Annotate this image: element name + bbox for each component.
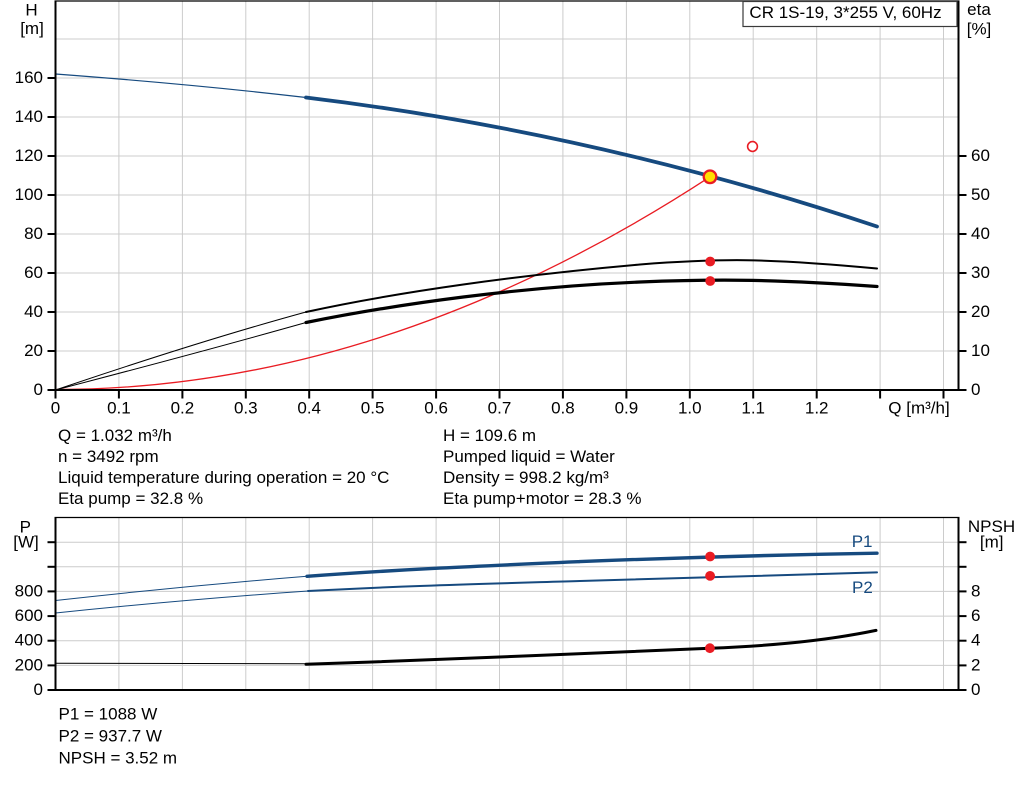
svg-text:0: 0 [971, 380, 980, 399]
svg-text:40: 40 [971, 224, 990, 243]
svg-text:6: 6 [971, 606, 980, 625]
svg-text:[m]: [m] [20, 19, 44, 38]
svg-text:140: 140 [15, 107, 43, 126]
svg-text:P: P [20, 517, 31, 536]
svg-text:Eta pump = 32.8 %: Eta pump = 32.8 % [58, 489, 203, 508]
svg-text:0.6: 0.6 [424, 398, 448, 417]
svg-text:P1: P1 [852, 532, 873, 551]
svg-text:30: 30 [971, 263, 990, 282]
svg-text:Q = 1.032 m³/h: Q = 1.032 m³/h [58, 426, 172, 445]
svg-text:8: 8 [971, 581, 980, 600]
svg-text:[m]: [m] [980, 533, 1004, 552]
svg-text:60: 60 [24, 263, 43, 282]
svg-text:CR 1S-19, 3*255 V, 60Hz: CR 1S-19, 3*255 V, 60Hz [749, 3, 941, 22]
svg-text:40: 40 [24, 302, 43, 321]
svg-text:P2: P2 [852, 578, 873, 597]
svg-text:eta: eta [967, 0, 991, 19]
svg-text:Liquid temperature during oper: Liquid temperature during operation = 20… [58, 468, 389, 487]
svg-text:1.1: 1.1 [741, 398, 765, 417]
svg-text:200: 200 [15, 655, 43, 674]
svg-text:800: 800 [15, 581, 43, 600]
svg-text:0.9: 0.9 [615, 398, 639, 417]
svg-text:0.4: 0.4 [297, 398, 321, 417]
svg-text:P2 = 937.7 W: P2 = 937.7 W [59, 727, 162, 746]
svg-text:100: 100 [15, 185, 43, 204]
svg-text:Eta pump+motor = 28.3 %: Eta pump+motor = 28.3 % [443, 489, 641, 508]
svg-text:1.2: 1.2 [805, 398, 829, 417]
svg-text:20: 20 [24, 341, 43, 360]
svg-text:600: 600 [15, 606, 43, 625]
svg-text:20: 20 [971, 302, 990, 321]
svg-text:P1 = 1088 W: P1 = 1088 W [59, 705, 158, 724]
svg-text:n = 3492 rpm: n = 3492 rpm [58, 447, 159, 466]
svg-text:H: H [25, 0, 37, 19]
svg-text:0.3: 0.3 [234, 398, 258, 417]
svg-text:0: 0 [971, 680, 980, 699]
svg-text:0.5: 0.5 [361, 398, 385, 417]
svg-text:0.1: 0.1 [107, 398, 131, 417]
svg-text:Density = 998.2 kg/m³: Density = 998.2 kg/m³ [443, 468, 609, 487]
svg-text:0.7: 0.7 [488, 398, 512, 417]
svg-text:160: 160 [15, 68, 43, 87]
svg-text:NPSH = 3.52 m: NPSH = 3.52 m [59, 749, 178, 768]
svg-text:0: 0 [34, 680, 43, 699]
svg-text:Q [m³/h]: Q [m³/h] [888, 398, 949, 417]
svg-text:2: 2 [971, 655, 980, 674]
svg-text:0.2: 0.2 [171, 398, 195, 417]
svg-text:0: 0 [51, 398, 60, 417]
svg-text:120: 120 [15, 146, 43, 165]
svg-text:400: 400 [15, 631, 43, 650]
svg-text:[W]: [W] [13, 532, 39, 551]
svg-text:80: 80 [24, 224, 43, 243]
svg-text:50: 50 [971, 185, 990, 204]
svg-text:0: 0 [34, 380, 43, 399]
svg-text:4: 4 [971, 631, 980, 650]
svg-text:60: 60 [971, 146, 990, 165]
svg-text:[%]: [%] [967, 20, 992, 39]
svg-text:0.8: 0.8 [551, 398, 575, 417]
svg-text:NPSH: NPSH [968, 517, 1015, 536]
svg-text:Pumped liquid = Water: Pumped liquid = Water [443, 447, 615, 466]
svg-text:10: 10 [971, 341, 990, 360]
svg-text:H = 109.6 m: H = 109.6 m [443, 426, 536, 445]
svg-text:1.0: 1.0 [678, 398, 702, 417]
